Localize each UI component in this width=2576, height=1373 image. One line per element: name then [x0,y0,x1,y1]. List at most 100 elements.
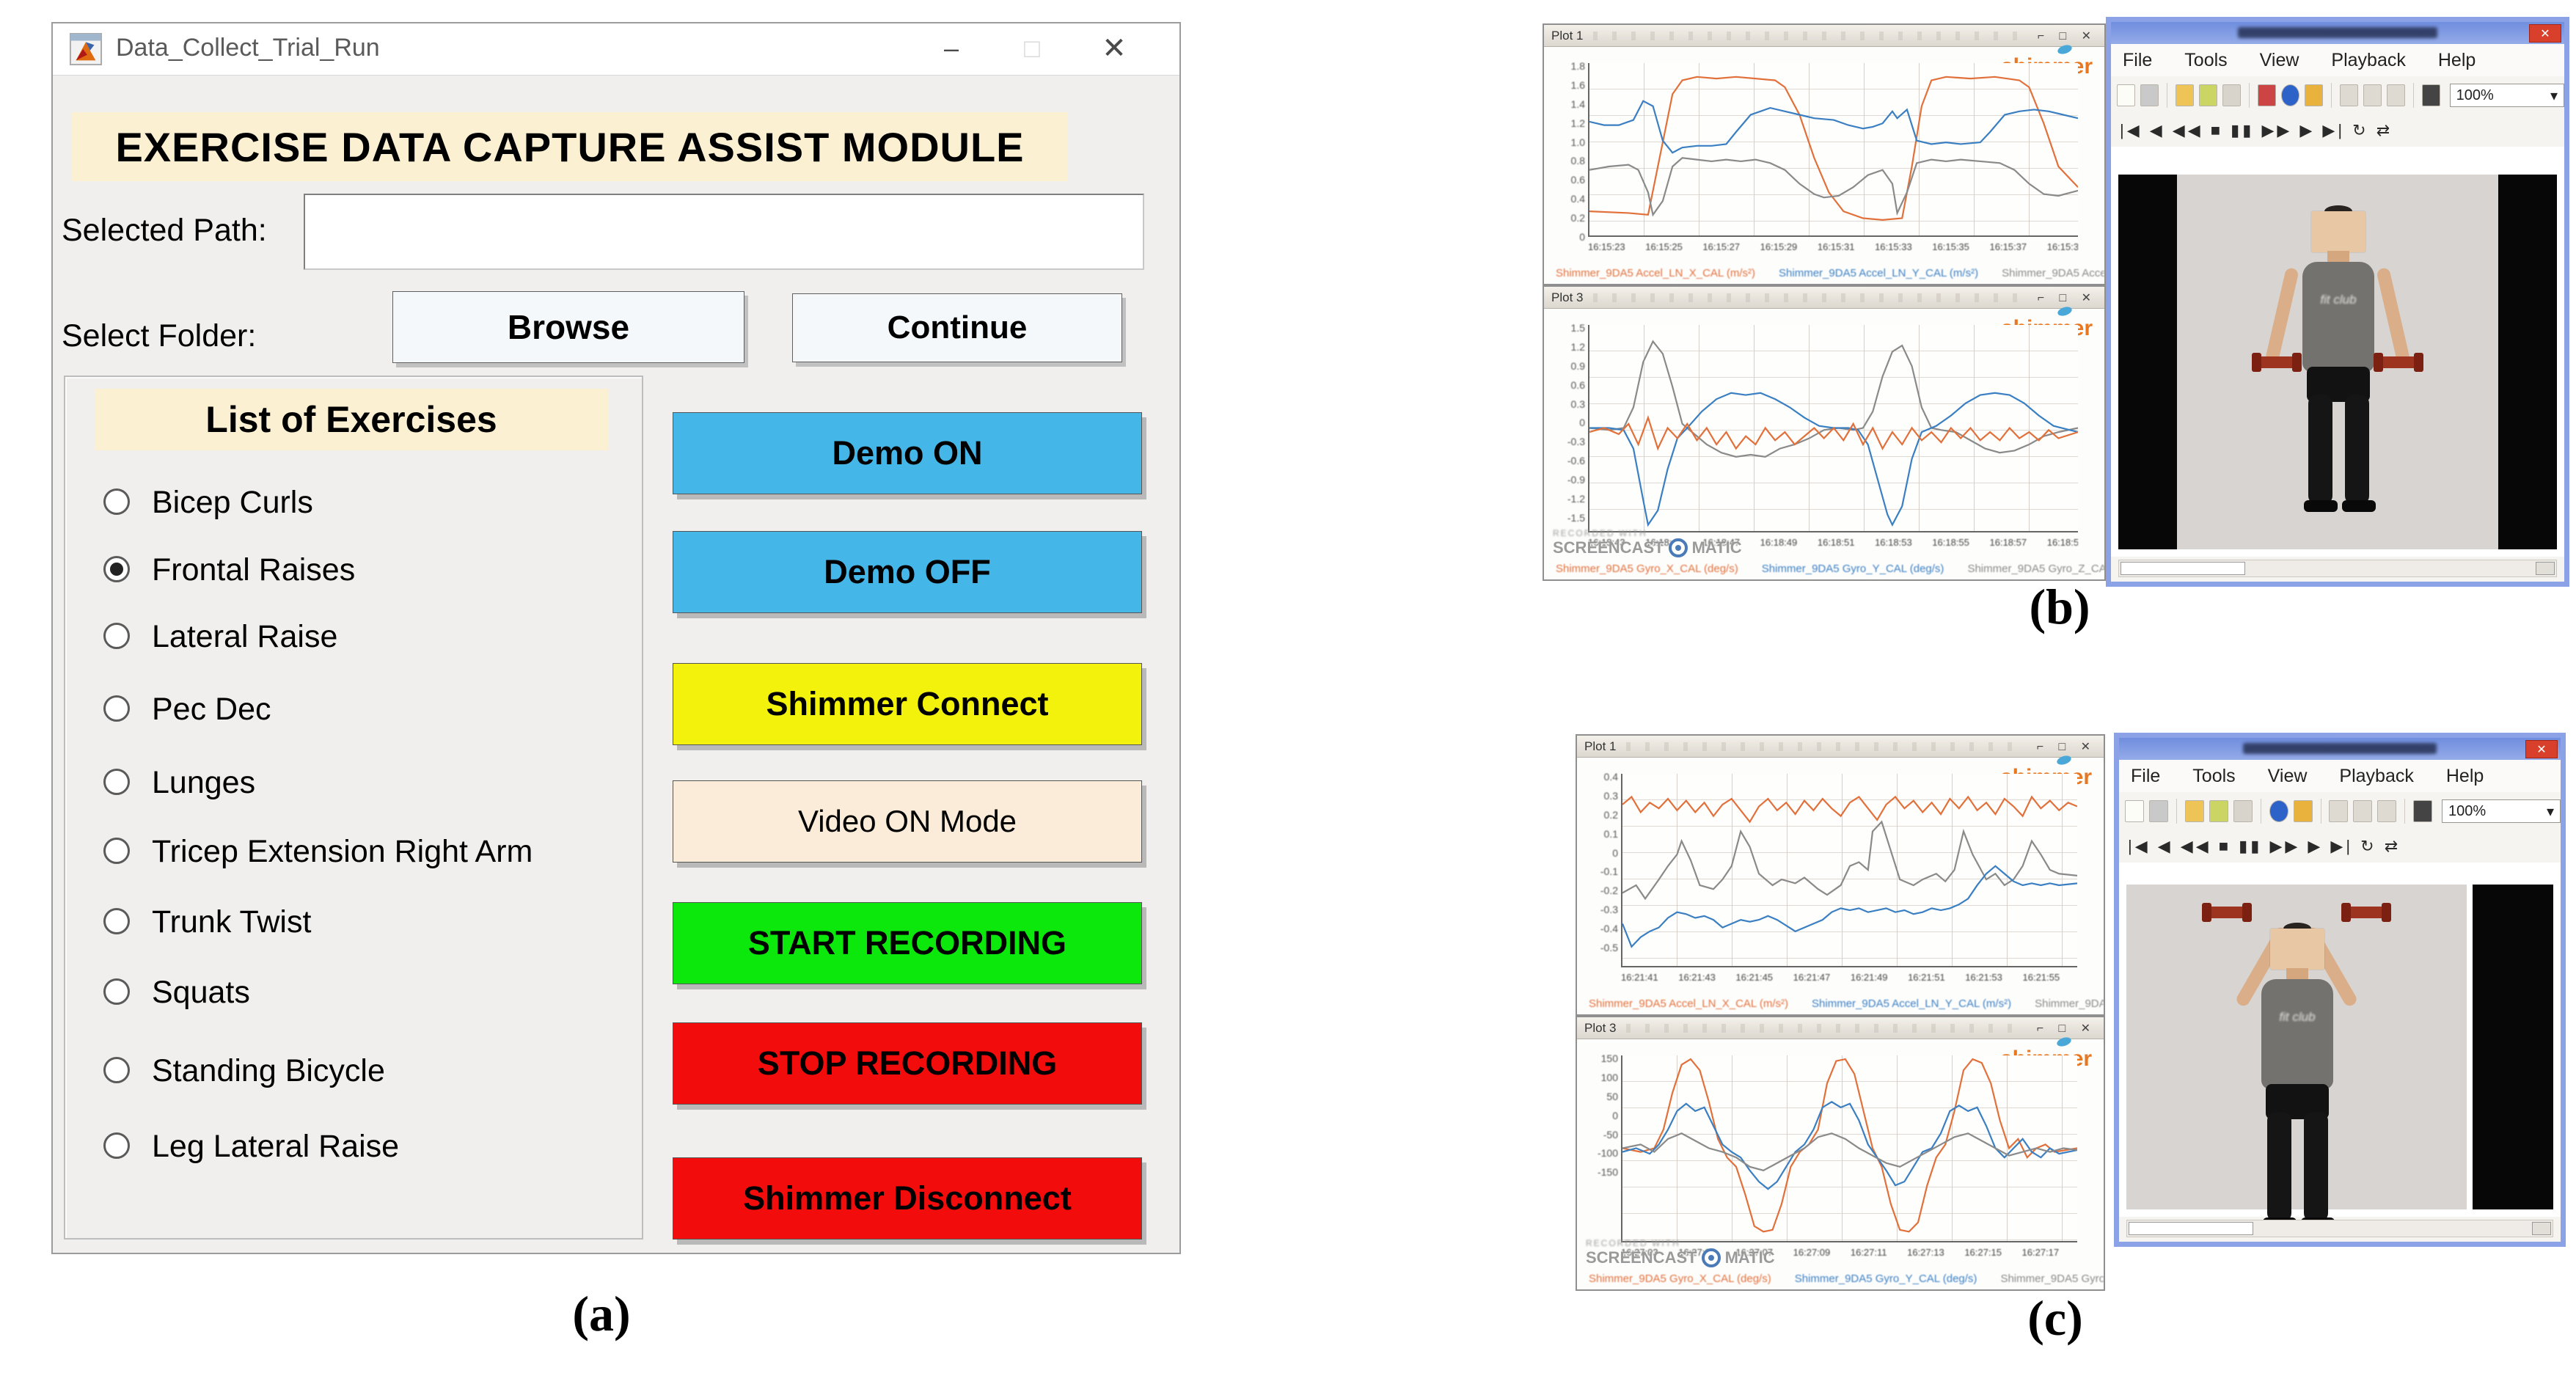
close-icon[interactable]: ✕ [2525,740,2558,758]
menu-file[interactable]: File [2123,49,2153,70]
continue-button[interactable]: Continue [792,293,1122,362]
zoom-out-icon[interactable] [2363,84,2382,106]
exercise-option-leg-lateral-raise[interactable]: Leg Lateral Raise [65,1124,642,1170]
screencast-logo-icon [1668,538,1688,557]
radio-icon[interactable] [103,1132,130,1159]
menu-playback[interactable]: Playback [2331,49,2406,70]
selected-path-input[interactable] [304,194,1144,270]
stop-recording-button[interactable]: STOP RECORDING [673,1022,1142,1105]
radio-icon[interactable] [103,1057,130,1083]
browse-button[interactable]: Browse [392,291,744,363]
left-arm [2264,266,2299,365]
shimmer-connect-button[interactable]: Shimmer Connect [673,663,1142,745]
info-icon[interactable] [2280,84,2299,106]
exercise-option-pec-dec[interactable]: Pec Dec [65,687,642,733]
menu-help[interactable]: Help [2445,765,2484,786]
x-axis-ticks: 16:21:41 16:21:43 16:21:45 16:21:47 16:2… [1621,972,2077,983]
exercise-option-bicep-curls[interactable]: Bicep Curls [65,480,642,526]
exercise-option-standing-bicycle[interactable]: Standing Bicycle [65,1049,642,1094]
print-icon[interactable] [2149,800,2168,822]
bookmark-icon[interactable] [2257,84,2276,106]
player-toolbar: 100% ▾ [2111,76,2564,115]
radio-icon[interactable] [103,556,130,582]
player-titlebar: ✕ [2111,22,2564,44]
zoom-out-icon[interactable] [2353,800,2373,822]
menu-view[interactable]: View [2267,765,2308,786]
scrollbar-button[interactable] [2532,1222,2551,1235]
video-player-window-c: ✕ File Tools View Playback Help [2114,733,2566,1247]
horizontal-scrollbar[interactable] [2126,1220,2553,1237]
matlab-gui-window: Data_Collect_Trial_Run – □ ✕ EXERCISE DA… [51,22,1181,1254]
video-on-mode-button[interactable]: Video ON Mode [673,780,1142,863]
zoom-level-dropdown[interactable]: 100% ▾ [2449,84,2564,107]
radio-icon[interactable] [103,488,130,515]
refresh-icon[interactable] [2377,800,2397,822]
playback-controls[interactable]: |◀ ◀ ◀◀ ■ ▮▮ ▶▶ ▶ ▶| ↻ ⇄ [2111,114,2564,147]
dumbbell-left [2202,903,2252,922]
start-recording-button[interactable]: START RECORDING [673,902,1142,984]
refresh-icon[interactable] [2386,84,2405,106]
titlebar-texture [1593,31,2027,40]
exercise-option-frontal-raises[interactable]: Frontal Raises [65,548,642,593]
open-icon[interactable] [2175,84,2194,106]
scrollbar-thumb[interactable] [2121,562,2245,575]
new-icon[interactable] [2125,800,2144,822]
speaker-icon[interactable] [2222,84,2242,106]
blurred-face [2270,929,2324,970]
titlebar-texture [1626,1023,2027,1033]
fit-window-icon[interactable] [2421,84,2440,106]
zoom-in-icon[interactable] [2339,84,2358,106]
close-button[interactable]: ✕ [1102,32,1127,65]
radio-icon[interactable] [103,908,130,934]
plot-window-controls[interactable]: ⌐ □ ✕ [2036,1022,2096,1035]
maximize-button[interactable]: □ [1024,33,1040,63]
playback-controls[interactable]: |◀ ◀ ◀◀ ■ ▮▮ ▶▶ ▶ ▶| ↻ ⇄ [2119,830,2561,863]
menu-file[interactable]: File [2131,765,2161,786]
chart-legend: Shimmer_9DA5 Accel_LN_X_CAL (m/s²) Shimme… [1556,267,2104,279]
open-icon[interactable] [2184,800,2204,822]
snapshot-icon[interactable] [2304,84,2323,106]
exercise-option-lunges[interactable]: Lunges [65,761,642,806]
demo-on-button[interactable]: Demo ON [673,412,1142,494]
shimmer-disconnect-button[interactable]: Shimmer Disconnect [673,1157,1142,1240]
plot-window-c-bottom: Plot 3 ⌐ □ ✕ shimmer 150 100 50 0 -50 -1… [1576,1016,2105,1291]
new-icon[interactable] [2117,84,2136,106]
zoom-level-dropdown[interactable]: 100% ▾ [2442,799,2561,823]
menu-help[interactable]: Help [2437,49,2476,70]
minimize-button[interactable]: – [943,33,959,63]
close-icon[interactable]: ✕ [2529,24,2561,43]
menu-playback[interactable]: Playback [2339,765,2414,786]
zoom-in-icon[interactable] [2329,800,2349,822]
exercise-option-trunk-twist[interactable]: Trunk Twist [65,900,642,945]
radio-icon[interactable] [103,769,130,795]
radio-icon[interactable] [103,695,130,722]
select-folder-label: Select Folder: [62,318,257,354]
menu-view[interactable]: View [2259,49,2299,70]
exercise-option-tricep-extension[interactable]: Tricep Extension Right Arm [65,830,642,875]
video-area: fit club [2111,147,2564,557]
radio-icon[interactable] [103,978,130,1005]
player-menubar: File Tools View Playback Help [2111,44,2564,77]
export-icon[interactable] [2209,800,2228,822]
fit-window-icon[interactable] [2413,800,2432,822]
demo-off-button[interactable]: Demo OFF [673,531,1142,613]
scrollbar-button[interactable] [2536,562,2555,575]
menu-tools[interactable]: Tools [2192,765,2236,786]
radio-icon[interactable] [103,623,130,649]
blurred-face [2311,211,2365,252]
exercise-option-lateral-raise[interactable]: Lateral Raise [65,615,642,660]
snapshot-icon[interactable] [2293,800,2313,822]
print-icon[interactable] [2140,84,2159,106]
plot-window-controls[interactable]: ⌐ □ ✕ [2036,740,2096,753]
info-icon[interactable] [2269,800,2288,822]
export-icon[interactable] [2198,84,2217,106]
radio-icon[interactable] [103,838,130,864]
menu-tools[interactable]: Tools [2184,49,2228,70]
scrollbar-thumb[interactable] [2129,1222,2253,1235]
plot-window-controls[interactable]: ⌐ □ ✕ [2037,29,2097,43]
plot-window-controls[interactable]: ⌐ □ ✕ [2037,291,2097,304]
speaker-icon[interactable] [2233,800,2253,822]
plot-window-b-top: Plot 1 ⌐ □ ✕ shimmer 1.8 1.6 1.4 1.2 1.0… [1543,23,2106,285]
exercise-option-squats[interactable]: Squats [65,970,642,1016]
horizontal-scrollbar[interactable] [2118,560,2557,577]
